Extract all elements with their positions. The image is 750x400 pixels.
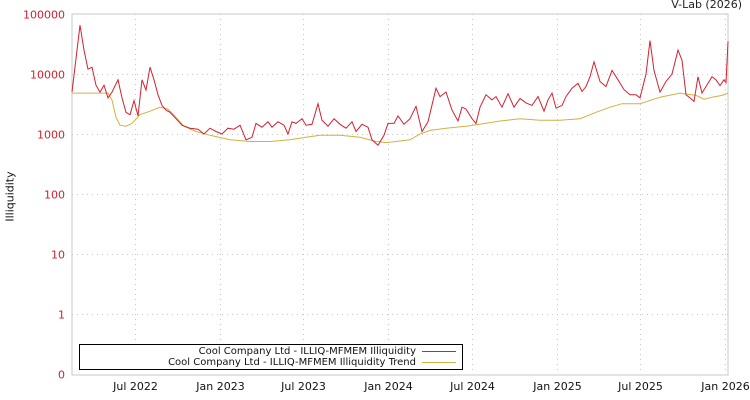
gridlines xyxy=(72,14,728,374)
x-tick-label: Jan 2026 xyxy=(700,380,749,393)
x-tick-label: Jul 2022 xyxy=(112,380,158,393)
x-tick-label: Jul 2025 xyxy=(617,380,663,393)
plot-area xyxy=(71,13,729,376)
legend-label: Cool Company Ltd - ILLIQ-MFMEM Illiquidi… xyxy=(198,346,416,357)
y-tick-label: 1000 xyxy=(37,129,65,142)
illiquidity-line xyxy=(71,25,729,146)
y-tick-label: 10000 xyxy=(30,69,65,82)
x-tick-label: Jan 2025 xyxy=(532,380,581,393)
trend-line xyxy=(72,92,729,144)
legend: Cool Company Ltd - ILLIQ-MFMEM Illiquidi… xyxy=(79,344,463,370)
x-tick-label: Jul 2023 xyxy=(280,380,326,393)
x-tick-label: Jan 2024 xyxy=(363,380,412,393)
y-tick-label: 100 xyxy=(44,189,65,202)
y-tick-label: 100000 xyxy=(23,9,65,22)
y-axis-label: Illiquidity xyxy=(3,171,17,222)
source-credit: V-Lab (2026) xyxy=(671,0,742,11)
x-axis-ticks: Jul 2022 Jan 2023 Jul 2023 Jan 2024 Jul 2024… xyxy=(112,380,750,393)
y-tick-label: 0 xyxy=(58,369,65,382)
legend-item-trend: Cool Company Ltd - ILLIQ-MFMEM Illiquidi… xyxy=(168,357,456,368)
x-tick-label: Jul 2024 xyxy=(449,380,495,393)
legend-item-illiquidity: Cool Company Ltd - ILLIQ-MFMEM Illiquidi… xyxy=(199,346,456,357)
y-tick-label: 10 xyxy=(51,249,65,262)
legend-label: Cool Company Ltd - ILLIQ-MFMEM Illiquidi… xyxy=(168,357,416,368)
legend-swatch-gold xyxy=(422,362,456,363)
x-tick-label: Jan 2023 xyxy=(195,380,244,393)
legend-swatch-red xyxy=(422,351,456,352)
y-tick-label: 1 xyxy=(58,309,65,322)
